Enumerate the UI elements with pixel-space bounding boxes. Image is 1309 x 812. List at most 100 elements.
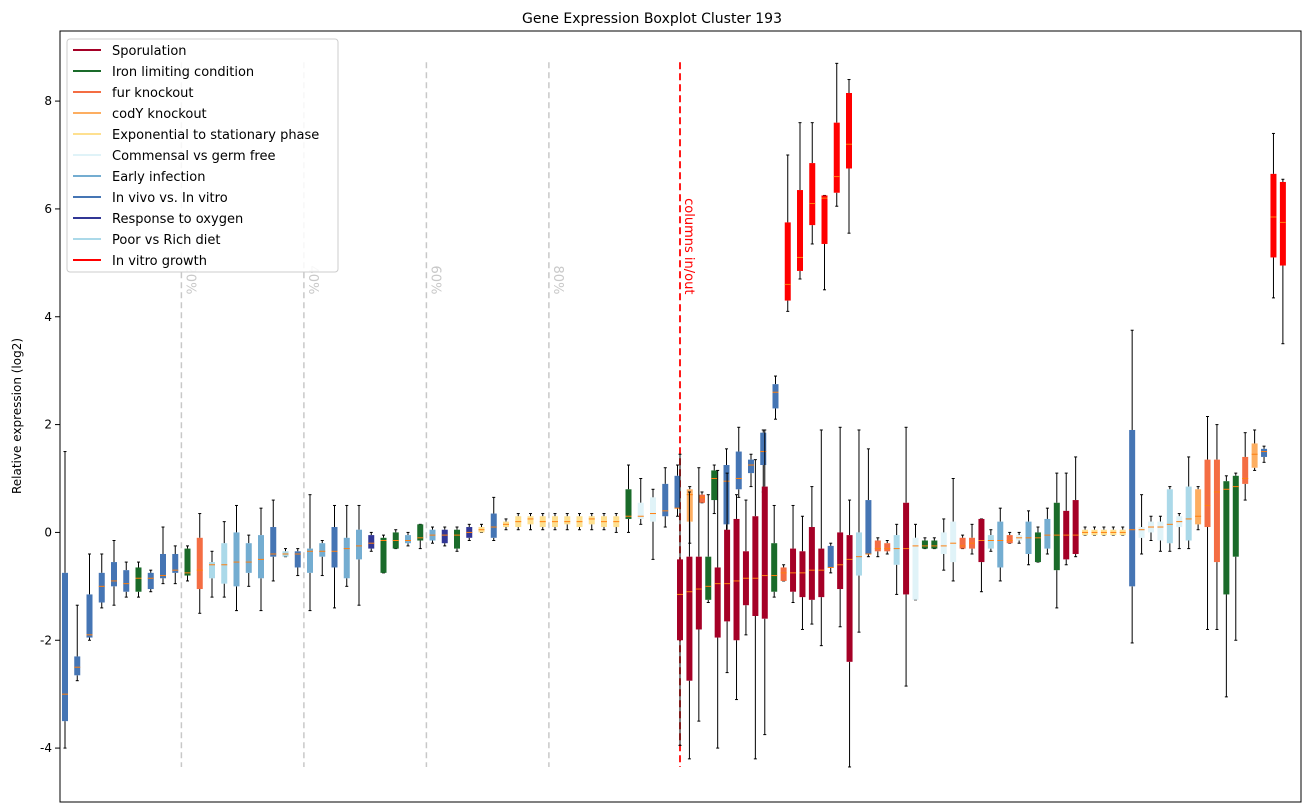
box-body — [761, 486, 768, 619]
legend-frame — [66, 38, 339, 273]
box — [921, 537, 928, 550]
box — [1110, 526, 1117, 536]
box-body — [245, 543, 252, 573]
box-body — [735, 451, 742, 490]
box — [1044, 507, 1051, 555]
box — [601, 513, 607, 531]
box — [466, 523, 473, 542]
box-body — [1006, 535, 1013, 544]
box — [245, 534, 252, 587]
box — [380, 534, 387, 574]
box-body — [674, 475, 681, 509]
box-body — [564, 516, 571, 525]
legend-label: Response to oxygen — [112, 212, 243, 227]
box-body — [637, 502, 644, 519]
box-body — [931, 540, 938, 549]
box — [588, 513, 595, 531]
box — [405, 531, 411, 547]
box — [454, 526, 460, 552]
box — [772, 375, 779, 420]
box — [417, 523, 424, 550]
box — [270, 499, 277, 582]
box — [1232, 472, 1239, 641]
box — [1016, 531, 1023, 544]
box — [959, 534, 966, 550]
box-body — [380, 537, 387, 573]
box — [662, 467, 669, 528]
chart-title: Gene Expression Boxplot Cluster 193 — [522, 11, 782, 27]
legend-entry: Early infection — [73, 170, 205, 185]
box — [221, 521, 228, 598]
box — [761, 429, 768, 736]
legend-label: Sporulation — [112, 44, 187, 59]
legend-entry: Response to oxygen — [73, 212, 243, 227]
legend-label: In vitro growth — [112, 254, 207, 269]
box — [818, 429, 825, 647]
box — [833, 62, 840, 207]
box — [1270, 132, 1277, 299]
box — [1195, 486, 1202, 531]
box-body — [1034, 532, 1041, 563]
box — [827, 542, 834, 574]
box-body — [711, 470, 718, 501]
box — [135, 561, 142, 598]
box — [752, 459, 759, 760]
box-body — [441, 529, 448, 544]
box — [1213, 424, 1220, 630]
box-body — [893, 535, 900, 565]
box — [392, 529, 399, 550]
y-axis: -4 -2 0 2 4 6 8 — [40, 94, 60, 755]
box-body — [1242, 456, 1249, 484]
box-body — [1251, 443, 1258, 468]
box — [874, 537, 881, 558]
box — [552, 513, 558, 531]
box — [527, 513, 534, 531]
box — [1166, 486, 1173, 552]
box-body — [1223, 481, 1230, 595]
box — [613, 513, 620, 533]
box — [637, 478, 644, 525]
box-body — [1166, 489, 1173, 544]
box — [797, 122, 803, 280]
box-body — [799, 551, 806, 598]
box — [987, 529, 994, 552]
box — [724, 472, 731, 674]
box-body — [405, 535, 411, 544]
box — [884, 540, 891, 555]
box — [490, 496, 497, 542]
box — [978, 518, 985, 593]
y-tick-label: -4 — [40, 741, 52, 755]
box — [429, 526, 436, 544]
legend-label: Early infection — [112, 170, 205, 185]
box — [576, 513, 583, 531]
percentile-label: 80% — [550, 266, 565, 295]
box-body — [209, 562, 215, 579]
box-body — [417, 524, 424, 541]
legend-entry: Iron limiting condition — [73, 65, 254, 80]
box-body — [625, 489, 632, 519]
box-body — [1138, 527, 1145, 538]
box — [1063, 472, 1070, 566]
box-body — [490, 513, 497, 538]
legend-entry: Commensal vs germ free — [73, 149, 275, 164]
box — [821, 194, 828, 291]
box — [674, 464, 681, 517]
box-body — [1053, 502, 1060, 571]
box — [940, 518, 947, 571]
box — [564, 513, 571, 531]
box-body — [454, 529, 460, 549]
box-body — [343, 537, 350, 579]
box-body — [1279, 181, 1286, 266]
box-body — [808, 527, 815, 600]
box-body — [1204, 459, 1211, 528]
box — [893, 523, 900, 595]
box — [1279, 178, 1286, 345]
box-body — [752, 516, 759, 616]
box — [735, 426, 742, 498]
box — [1242, 432, 1249, 501]
box — [714, 469, 721, 749]
percentile-lines: 20% 40% 60% 80% — [180, 62, 565, 767]
box — [1176, 513, 1183, 550]
box — [111, 540, 117, 606]
box-body — [809, 163, 816, 226]
